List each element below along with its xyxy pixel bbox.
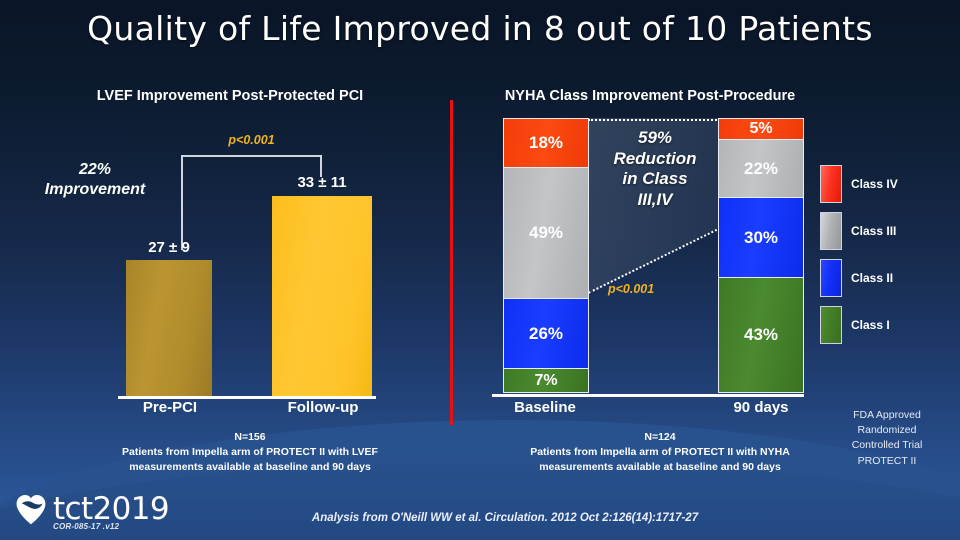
legend-swatch-class-i (820, 305, 842, 344)
reduction-percent: 59% (637, 128, 673, 147)
bar-value-pre-pci: 27 ± 9 (148, 239, 190, 256)
x-label-pre-pci: Pre-PCI (142, 399, 198, 416)
vertical-divider (450, 100, 453, 425)
reduction-line2: Reduction (613, 148, 697, 168)
nyha-pvalue: p<0.001 (608, 282, 655, 296)
bracket-left-arm (181, 155, 183, 250)
nyha-legend: Class IV Class III Class II Class I (820, 160, 950, 348)
legend-label-class-i: Class I (851, 317, 890, 332)
reduction-line3: in Class (622, 169, 688, 189)
nyha-footnote-line3: measurements available at baseline and 9… (539, 460, 781, 473)
lvef-footnote-line2: Patients from Impella arm of PROTECT II … (122, 445, 378, 458)
nyha-footnote: N=124 Patients from Impella arm of PROTE… (470, 430, 850, 475)
nyha-sample-size: N=124 (644, 431, 676, 443)
lvef-sample-size: N=156 (234, 431, 266, 443)
trial-note-line3: Controlled Trial (851, 439, 923, 452)
bar-pre-pci (126, 260, 212, 396)
citation: Analysis from O'Neill WW et al. Circulat… (311, 512, 699, 524)
reduction-line4: III,IV (637, 190, 673, 210)
legend-label-class-iii: Class III (851, 223, 897, 238)
improvement-callout: 22% Improvement (20, 160, 170, 200)
trial-note-line4: PROTECT II (857, 454, 917, 467)
lvef-axis-line (118, 396, 376, 399)
connector-line-top (588, 119, 720, 121)
logo-code: COR-085-17 .v12 (53, 522, 120, 531)
legend-item-class-iv: Class IV (820, 160, 950, 207)
lvef-footnote: N=156 Patients from Impella arm of PROTE… (60, 430, 440, 475)
legend-label-class-ii: Class II (851, 270, 894, 285)
legend-label-class-iv: Class IV (851, 176, 898, 191)
legend-swatch-class-iii (820, 211, 842, 250)
segment-90days-class-i: 43% (719, 277, 803, 392)
legend-item-class-i: Class I (820, 301, 950, 348)
segment-90days-class-iii: 22% (719, 139, 803, 197)
slide-title: Quality of Life Improved in 8 out of 10 … (87, 9, 873, 48)
trial-note-line2: Randomized (857, 424, 917, 437)
segment-baseline-class-iv: 18% (504, 119, 588, 167)
reduction-callout: 59% Reduction in Class III,IV (593, 128, 717, 211)
heart-icon (16, 494, 46, 525)
x-label-follow-up: Follow-up (287, 399, 359, 416)
bracket-top (181, 155, 322, 157)
legend-swatch-class-iv (820, 164, 842, 203)
lvef-pvalue: p<0.001 (228, 133, 275, 147)
legend-item-class-iii: Class III (820, 207, 950, 254)
tct-logo: tct2019 (14, 490, 170, 527)
segment-baseline-class-iii: 49% (504, 167, 588, 298)
bar-follow-up (272, 196, 372, 396)
nyha-footnote-line2: Patients from Impella arm of PROTECT II … (530, 445, 790, 458)
x-label-baseline: Baseline (514, 399, 576, 416)
trial-note: FDA Approved Randomized Controlled Trial… (820, 408, 954, 469)
segment-90days-class-iv: 5% (719, 119, 803, 139)
stacked-bar-90-days: 5% 22% 30% 43% (718, 118, 804, 393)
improvement-percent: 22% (78, 161, 112, 178)
nyha-axis-line (492, 394, 804, 397)
segment-90days-class-ii: 30% (719, 197, 803, 277)
segment-baseline-class-i: 7% (504, 368, 588, 392)
nyha-chart-title: NYHA Class Improvement Post-Procedure (504, 88, 796, 104)
lvef-footnote-line3: measurements available at baseline and 9… (129, 460, 371, 473)
x-label-90-days: 90 days (733, 399, 789, 416)
lvef-chart-title: LVEF Improvement Post-Protected PCI (96, 88, 364, 104)
bracket-right-arm (320, 155, 322, 177)
reduction-connector (588, 118, 721, 294)
bar-value-follow-up: 33 ± 11 (297, 174, 347, 191)
stacked-bar-baseline: 18% 49% 26% 7% (503, 118, 589, 393)
improvement-word: Improvement (44, 181, 146, 198)
legend-item-class-ii: Class II (820, 254, 950, 301)
legend-swatch-class-ii (820, 258, 842, 297)
segment-baseline-class-ii: 26% (504, 298, 588, 368)
trial-note-line1: FDA Approved (853, 409, 921, 421)
logo-wordmark: tct2019 (53, 490, 170, 527)
